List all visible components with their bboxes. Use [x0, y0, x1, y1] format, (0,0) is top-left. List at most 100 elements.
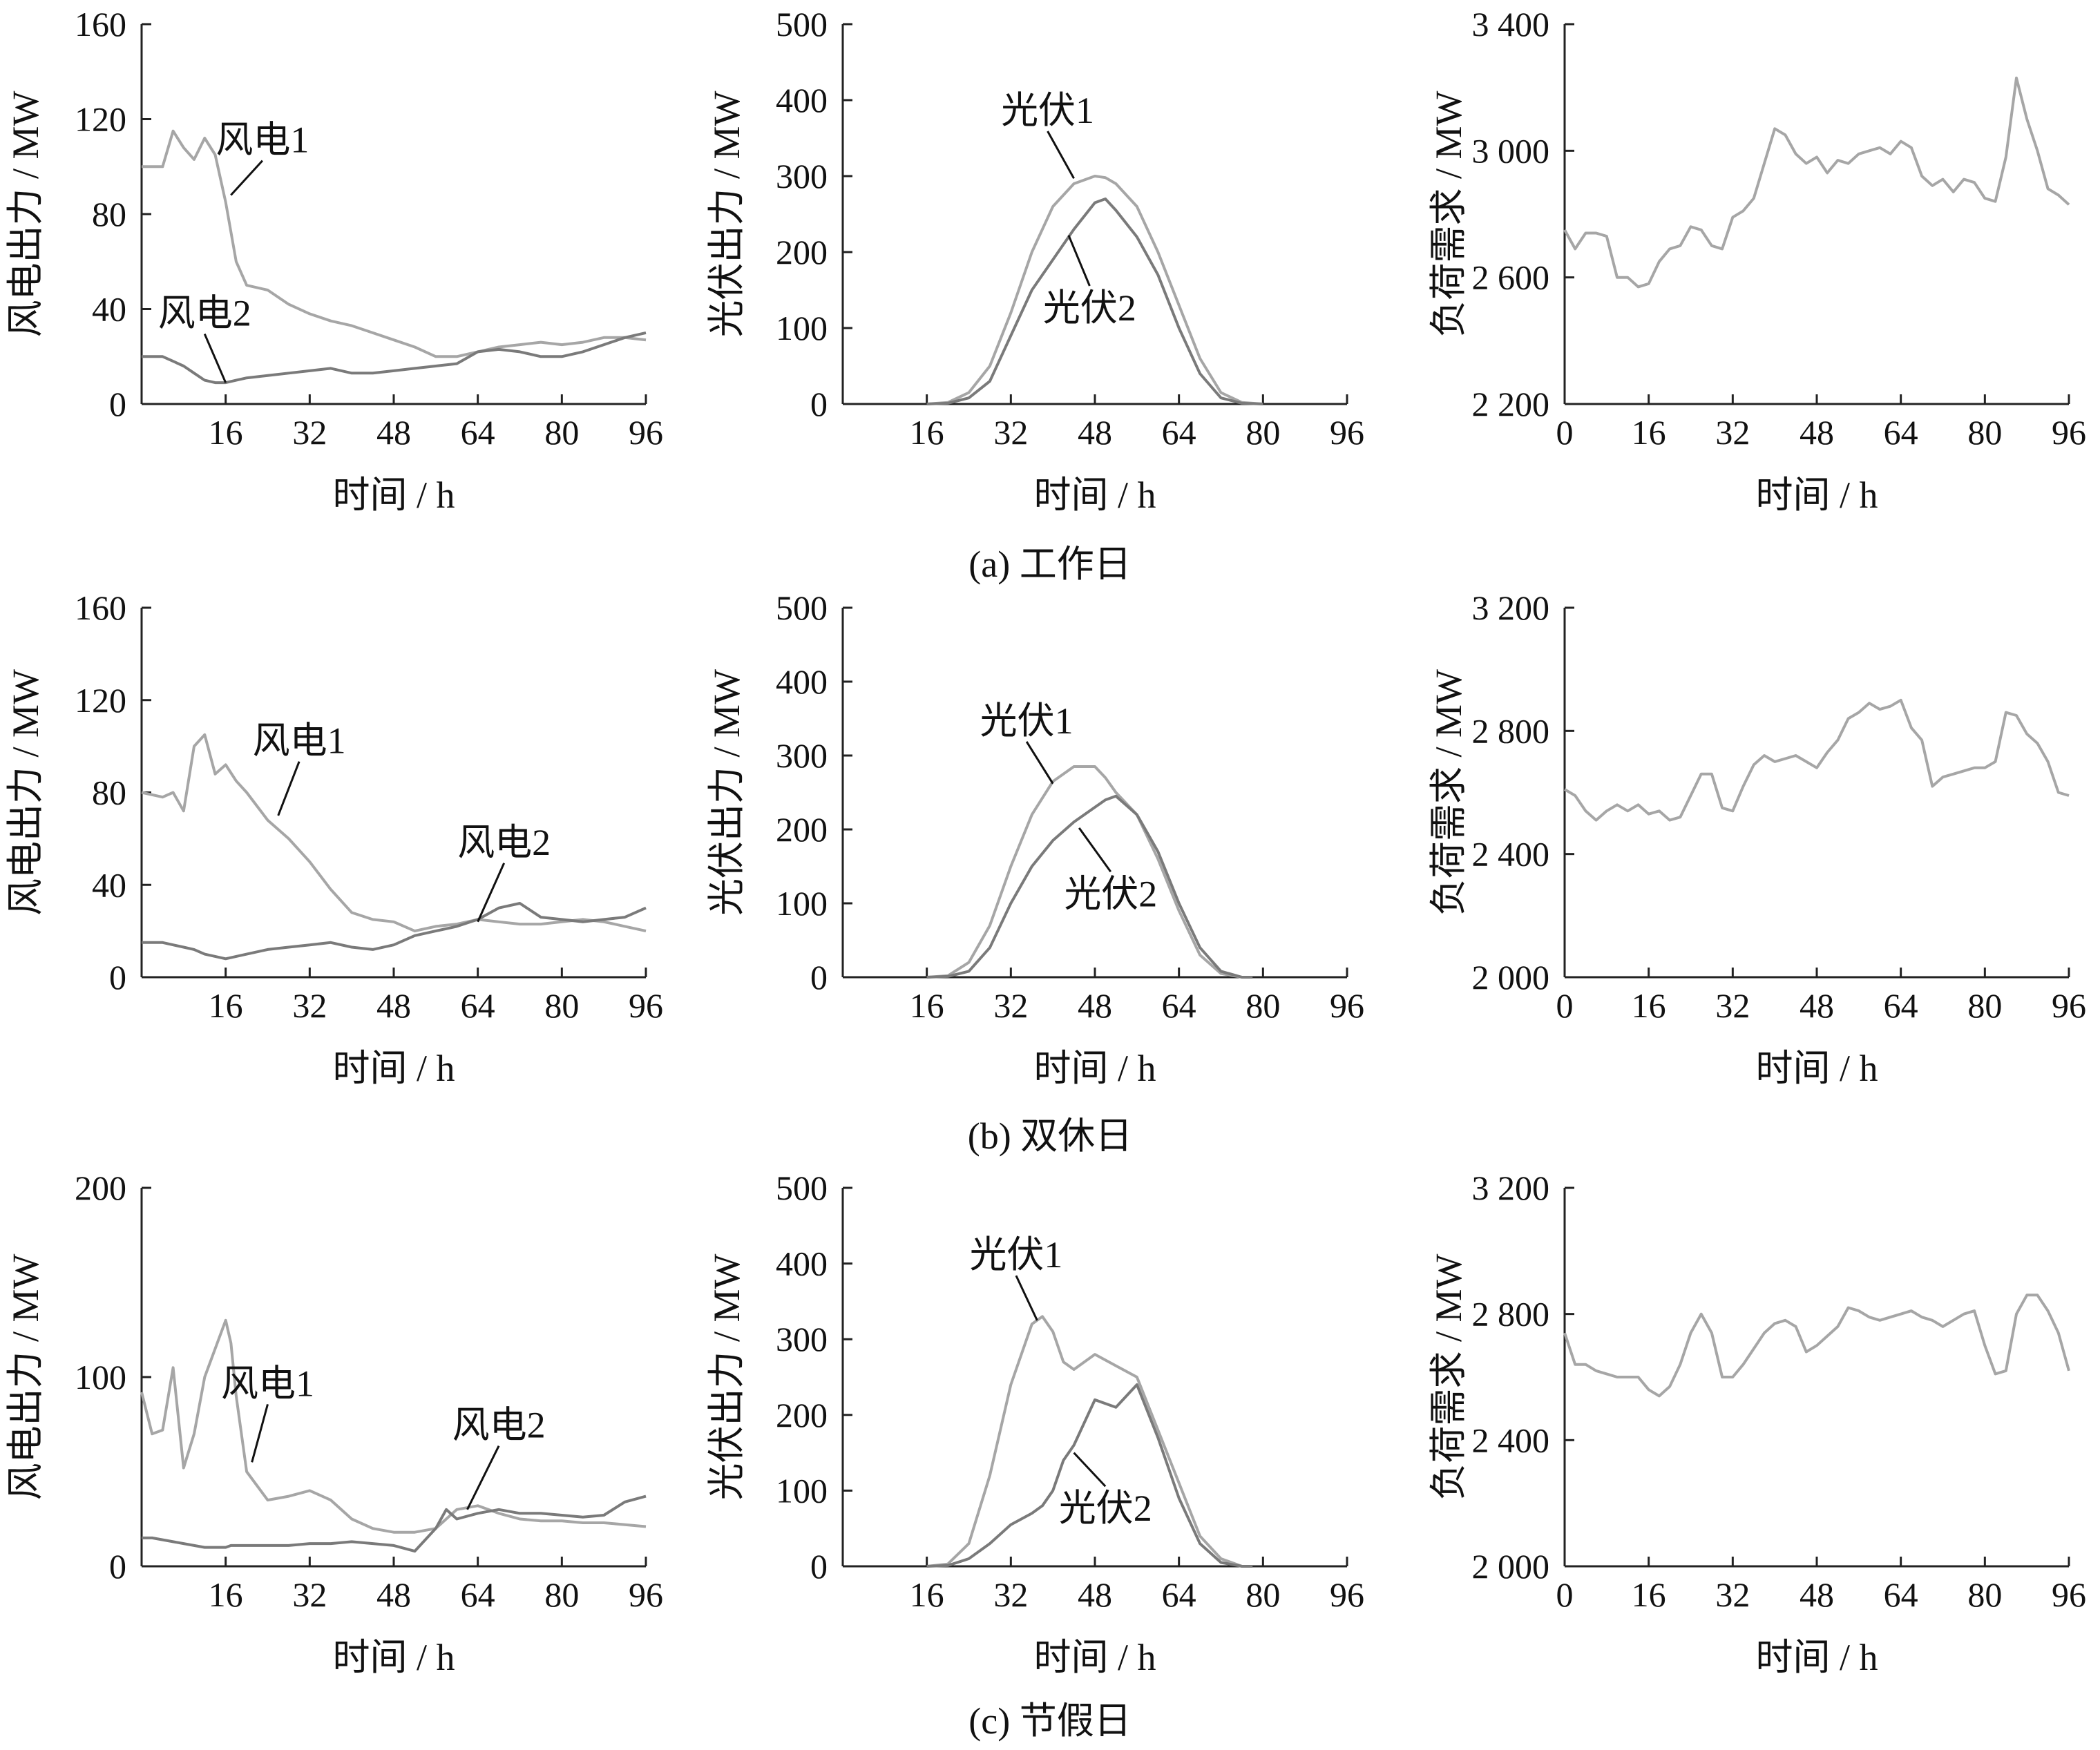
x-tick-label: 48: [1800, 986, 1834, 1025]
annotation-label: 风电1: [253, 720, 346, 762]
annotation-leader: [277, 761, 300, 816]
annotation-label: 光伏1: [980, 700, 1073, 742]
x-tick-label: 96: [1330, 1575, 1364, 1614]
y-tick-label: 300: [776, 736, 828, 775]
x-tick-label: 32: [292, 1575, 327, 1614]
x-tick-label: 80: [544, 986, 579, 1025]
y-tick-label: 2 000: [1472, 958, 1550, 997]
x-tick-label: 48: [376, 1575, 411, 1614]
y-tick-label: 0: [810, 1547, 828, 1586]
x-tick-label: 96: [629, 1575, 663, 1614]
y-axis-label: 风电出力 / MW: [5, 90, 46, 337]
annotation-label: 光伏1: [1001, 90, 1094, 131]
y-axis-label: 光伏出力 / MW: [706, 669, 747, 916]
x-tick-label: 48: [1800, 1575, 1834, 1614]
y-axis-label: 负荷需求 / MW: [1428, 90, 1469, 337]
x-axis-label: 时间 / h: [332, 1048, 455, 1089]
annotation-leader: [1015, 1275, 1038, 1321]
x-axis-label: 时间 / h: [1033, 1637, 1156, 1678]
annotation-label: 光伏2: [1064, 873, 1157, 914]
chart-c-wind: 0 100 200 16 32 48 64 80 96 时间 / h 风电出力 / MW 风电1 风电2: [5, 1169, 663, 1678]
chart-c-load: 2 000 2 400 2 800 3 200 0 16 32 48 64 80 96 时间 / h 负…: [1428, 1169, 2086, 1678]
x-tick-label: 64: [1884, 1575, 1918, 1614]
y-tick-label: 3 200: [1472, 1169, 1550, 1207]
caption-b: (b) 双休日: [968, 1115, 1132, 1157]
y-tick-label: 2 400: [1472, 835, 1550, 874]
chart-b-pv: 0 100 200 300 400 500 16 32 48 64 80 96 时间 / h 光伏出力 /…: [706, 588, 1364, 1089]
x-tick-label: 64: [1162, 413, 1196, 452]
x-tick-label: 16: [910, 413, 944, 452]
y-tick-label: 40: [92, 865, 126, 904]
chart-c-pv: 0 100 200 300 400 500 16 32 48 64 80 96 时间 / h 光伏出力 /…: [706, 1169, 1364, 1678]
series-line-风电1: [142, 129, 647, 358]
x-tick-label: 32: [993, 413, 1028, 452]
series-line-load: [1563, 698, 2070, 822]
x-tick-label: 80: [1245, 1575, 1280, 1614]
annotation-label: 风电2: [452, 1405, 546, 1446]
y-axis-label: 负荷需求 / MW: [1428, 1253, 1469, 1500]
annotation-leader: [203, 333, 227, 383]
x-tick-label: 16: [910, 986, 944, 1025]
y-tick-label: 160: [75, 588, 126, 627]
chart-a-wind: 0 40 80 120 160 16 32 48 64 80 96 时间 / h 风电出力 / MW 风电…: [5, 5, 663, 516]
x-tick-label: 16: [1632, 986, 1666, 1025]
series-line-光伏2: [926, 794, 1253, 979]
series-line-风电2: [142, 1494, 647, 1553]
x-tick-label: 64: [461, 1575, 495, 1614]
y-tick-label: 200: [776, 233, 828, 271]
y-tick-label: 40: [92, 290, 126, 329]
y-tick-label: 3 400: [1472, 5, 1550, 44]
x-tick-label: 96: [2052, 413, 2086, 452]
x-tick-label: 96: [629, 986, 663, 1025]
chart-a-load: 2 200 2 600 3 000 3 400 0 16 32 48 64 80 96 时间 / h 负…: [1428, 5, 2086, 516]
x-tick-label: 32: [292, 413, 327, 452]
x-tick-label: 16: [209, 413, 243, 452]
annotation-leader: [466, 1445, 500, 1510]
x-tick-label: 64: [1162, 986, 1196, 1025]
y-tick-label: 200: [776, 810, 828, 849]
y-tick-label: 0: [810, 385, 828, 423]
x-tick-label: 96: [1330, 986, 1364, 1025]
x-tick-label: 32: [292, 986, 327, 1025]
annotation-label: 风电2: [158, 293, 251, 334]
x-tick-label: 16: [209, 1575, 243, 1614]
annotation-label: 风电1: [216, 119, 309, 161]
x-tick-label: 0: [1556, 986, 1574, 1025]
y-tick-label: 0: [109, 958, 126, 997]
x-tick-label: 64: [1162, 1575, 1196, 1614]
series-line-风电1: [141, 733, 647, 933]
x-tick-label: 96: [629, 413, 663, 452]
x-tick-label: 80: [1967, 413, 2002, 452]
x-tick-label: 80: [544, 1575, 579, 1614]
series-line-load: [1563, 1294, 2070, 1398]
series-line-光伏1: [926, 765, 1253, 979]
caption-c: (c) 节假日: [968, 1700, 1131, 1742]
y-tick-label: 3 200: [1472, 588, 1550, 627]
y-tick-label: 2 800: [1472, 1295, 1550, 1334]
x-axis-label: 时间 / h: [1033, 474, 1156, 516]
y-tick-label: 100: [776, 884, 828, 923]
annotation-label: 光伏1: [969, 1234, 1062, 1276]
annotation-leader: [1078, 827, 1112, 873]
x-tick-label: 80: [1245, 413, 1280, 452]
x-tick-label: 48: [376, 986, 411, 1025]
x-tick-label: 64: [461, 413, 495, 452]
x-tick-label: 32: [1715, 1575, 1750, 1614]
x-tick-label: 16: [209, 986, 243, 1025]
annotation-leader: [1067, 235, 1091, 287]
y-tick-label: 200: [776, 1396, 828, 1434]
y-axis-label: 负荷需求 / MW: [1428, 669, 1469, 916]
y-axis-label: 光伏出力 / MW: [706, 90, 747, 337]
y-tick-label: 500: [776, 588, 828, 627]
chart-b-wind: 0 40 80 120 160 16 32 48 64 80 96 时间 / h 风电出力 / MW 风电…: [5, 588, 663, 1089]
x-tick-label: 48: [1800, 413, 1834, 452]
x-tick-label: 32: [1715, 986, 1750, 1025]
y-tick-label: 2 400: [1472, 1421, 1550, 1459]
x-axis-label: 时间 / h: [332, 1637, 455, 1678]
x-tick-label: 48: [1078, 413, 1112, 452]
y-tick-label: 300: [776, 1320, 828, 1358]
y-tick-label: 3 000: [1472, 131, 1550, 170]
y-tick-label: 120: [75, 100, 126, 139]
y-tick-label: 80: [92, 773, 126, 812]
